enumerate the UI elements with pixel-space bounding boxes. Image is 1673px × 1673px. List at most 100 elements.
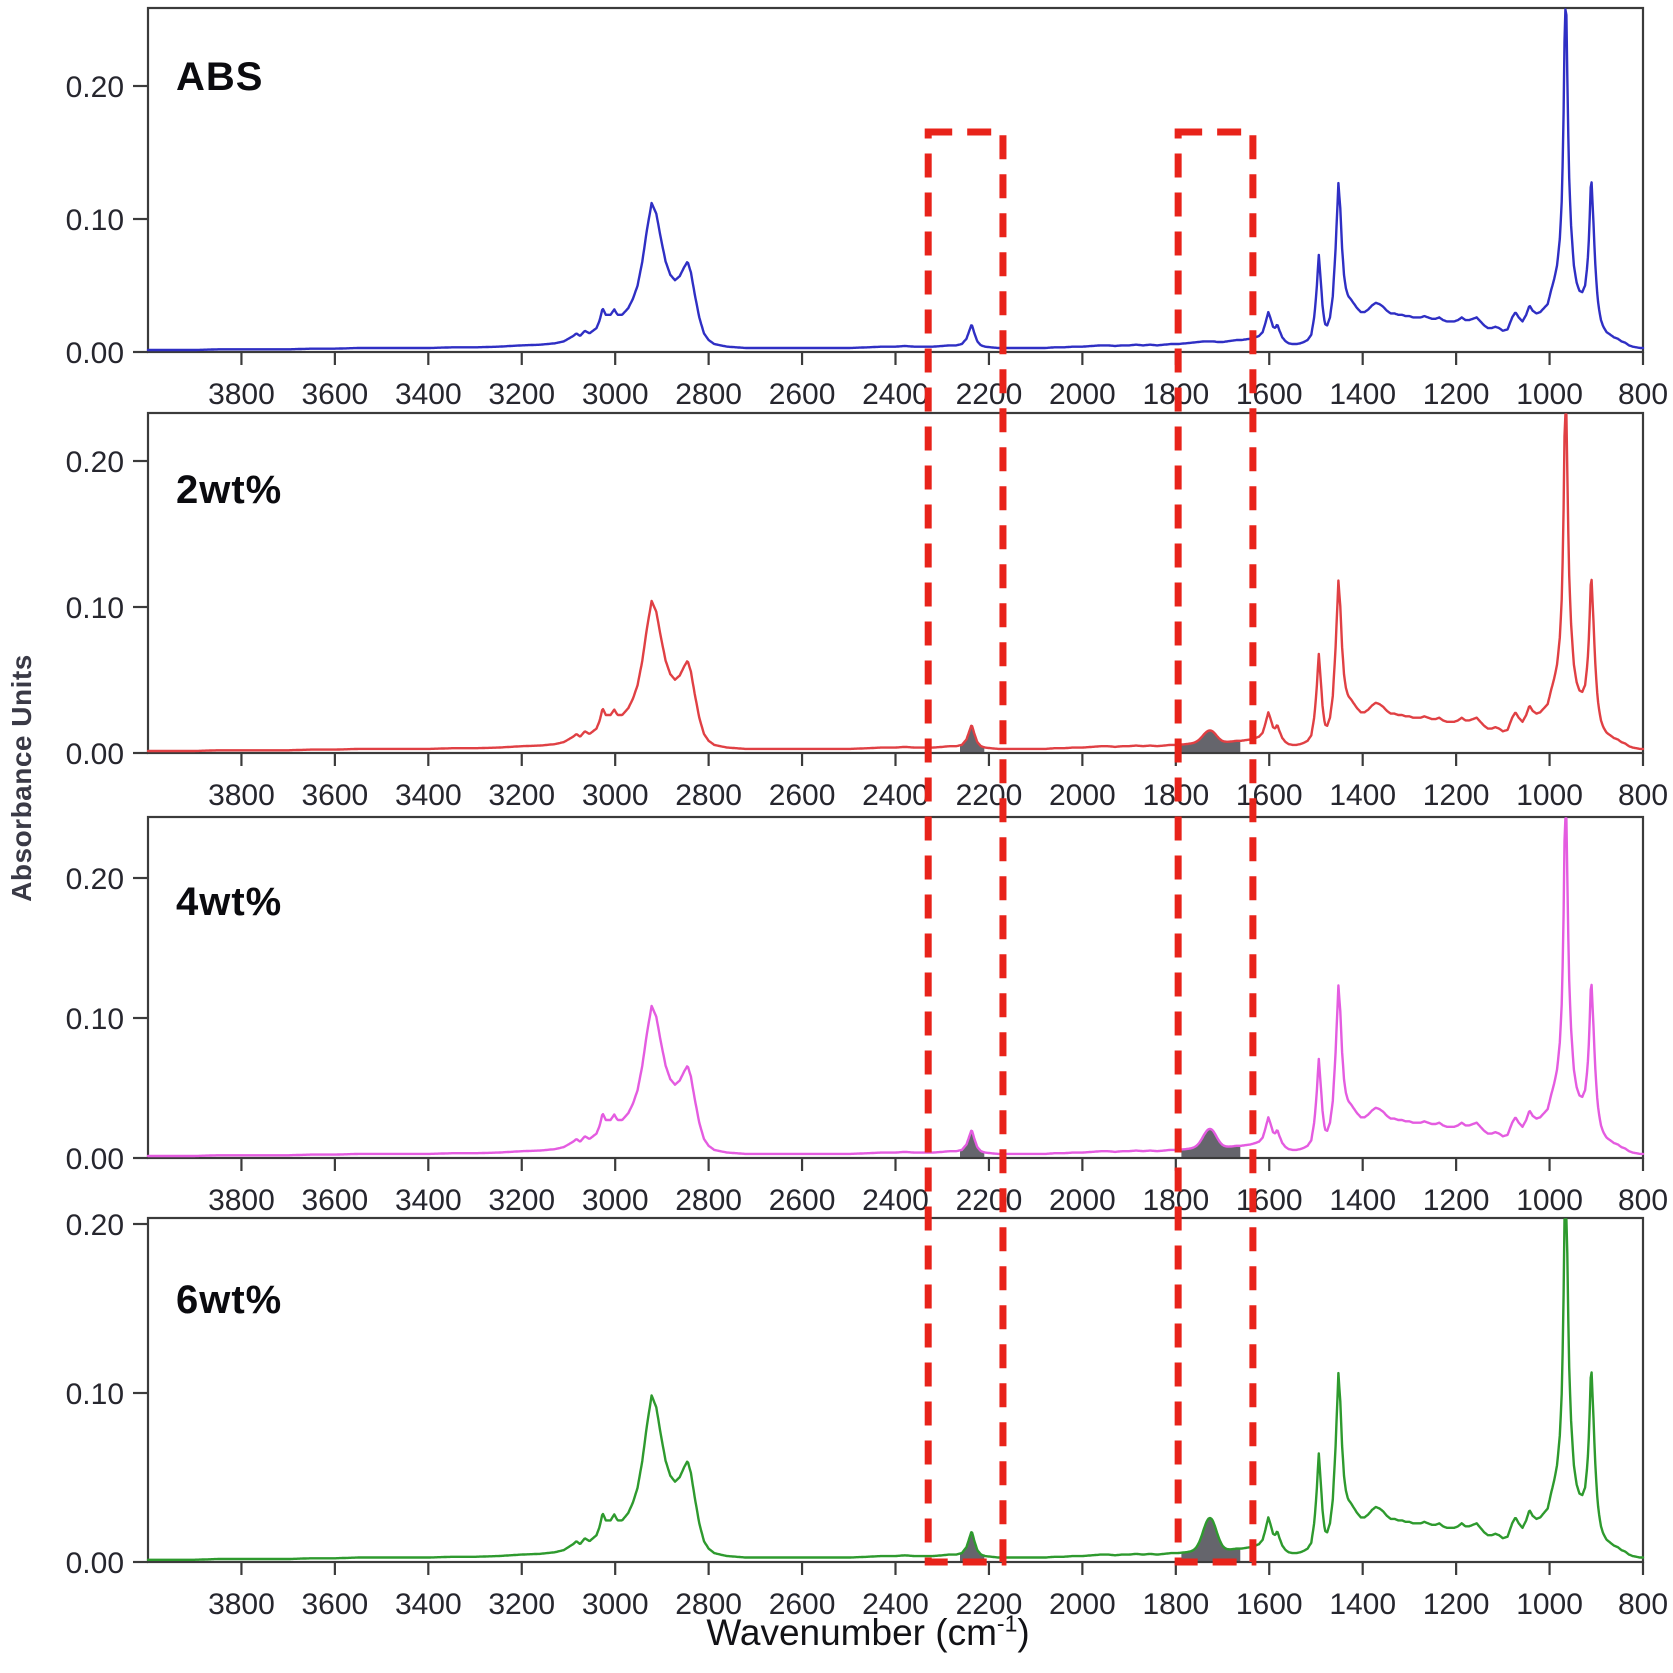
- x-tick-label: 2800: [675, 1588, 742, 1621]
- x-axis-title-suffix: ): [1017, 1612, 1030, 1653]
- shaded-peak-area: [960, 1530, 985, 1561]
- panel-frame: [146, 815, 1645, 1160]
- shaded-peak-area: [1181, 1128, 1241, 1157]
- x-tick-label: 2000: [1049, 779, 1116, 812]
- x-tick-label: 1400: [1329, 779, 1396, 812]
- x-tick-label: 3400: [395, 378, 462, 411]
- x-tick-label: 3600: [302, 1588, 369, 1621]
- y-tick-label: 0.00: [66, 738, 124, 771]
- y-tick-label: 0.10: [66, 1378, 124, 1411]
- x-tick-label: 1200: [1423, 378, 1490, 411]
- x-tick-label: 1600: [1236, 1588, 1303, 1621]
- x-tick-label: 3000: [582, 779, 649, 812]
- x-tick-label: 1600: [1236, 378, 1303, 411]
- y-tick-label: 0.10: [66, 204, 124, 237]
- x-tick-label: 3200: [488, 1588, 555, 1621]
- x-axis-title: Wavenumber (cm-1): [518, 1612, 1218, 1654]
- x-tick-label: 3800: [208, 1184, 275, 1217]
- x-tick-label: 1000: [1516, 378, 1583, 411]
- x-tick-label: 1000: [1516, 779, 1583, 812]
- shaded-peak-area: [1181, 1518, 1241, 1561]
- x-tick-label: 1200: [1423, 1184, 1490, 1217]
- highlight-box-nitrile: [924, 128, 1007, 1566]
- x-tick-label: 3000: [582, 378, 649, 411]
- y-tick-label: 0.00: [66, 337, 124, 370]
- x-tick-label: 2400: [862, 1184, 929, 1217]
- x-tick-label: 3800: [208, 779, 275, 812]
- x-tick-label: 3000: [582, 1588, 649, 1621]
- panel-label-2wt: 2wt%: [176, 468, 283, 512]
- shaded-peak-area: [960, 724, 985, 752]
- x-tick-label: 3200: [488, 378, 555, 411]
- y-tick-label: 0.10: [66, 1003, 124, 1036]
- x-tick-label: 800: [1618, 779, 1668, 812]
- y-tick-label: 0.20: [66, 446, 124, 479]
- x-tick-label: 3400: [395, 1588, 462, 1621]
- x-tick-label: 1200: [1423, 1588, 1490, 1621]
- spectrum-curve-abs: [146, 8, 1645, 352]
- x-tick-label: 1600: [1236, 1184, 1303, 1217]
- x-tick-label: 2000: [1049, 378, 1116, 411]
- shaded-peak-area: [1181, 730, 1241, 752]
- x-tick-label: 1400: [1329, 1184, 1396, 1217]
- x-tick-label: 2800: [675, 1184, 742, 1217]
- x-tick-label: 3400: [395, 779, 462, 812]
- x-tick-label: 2200: [956, 779, 1023, 812]
- spectrum-curve-2wt: [146, 413, 1645, 753]
- x-tick-label: 1000: [1516, 1588, 1583, 1621]
- x-tick-label: 1200: [1423, 779, 1490, 812]
- x-axis-title-superscript: -1: [996, 1610, 1018, 1637]
- y-tick-label: 0.00: [66, 1143, 124, 1176]
- y-tick-label: 0.10: [66, 592, 124, 625]
- x-tick-label: 1800: [1142, 1588, 1209, 1621]
- y-tick-label: 0.00: [66, 1547, 124, 1580]
- panel-label-6wt: 6wt%: [176, 1278, 283, 1322]
- x-tick-label: 2600: [769, 378, 836, 411]
- y-tick-label: 0.20: [66, 863, 124, 896]
- x-tick-label: 3400: [395, 1184, 462, 1217]
- x-tick-label: 2400: [862, 378, 929, 411]
- panel-label-4wt: 4wt%: [176, 880, 283, 924]
- x-tick-label: 3600: [302, 779, 369, 812]
- x-tick-label: 2600: [769, 779, 836, 812]
- x-tick-label: 2600: [769, 1184, 836, 1217]
- x-tick-label: 2400: [862, 1588, 929, 1621]
- x-tick-label: 1000: [1516, 1184, 1583, 1217]
- x-tick-label: 1600: [1236, 779, 1303, 812]
- panel-frame: [146, 1216, 1645, 1564]
- x-tick-label: 2200: [956, 378, 1023, 411]
- x-tick-label: 800: [1618, 378, 1668, 411]
- x-tick-label: 3800: [208, 1588, 275, 1621]
- x-tick-label: 3800: [208, 378, 275, 411]
- x-tick-label: 2800: [675, 779, 742, 812]
- spectrum-curve-4wt: [146, 817, 1645, 1158]
- x-tick-label: 2400: [862, 779, 929, 812]
- x-tick-label: 800: [1618, 1588, 1668, 1621]
- panel-label-abs: ABS: [176, 55, 264, 99]
- x-tick-label: 3600: [302, 1184, 369, 1217]
- x-tick-label: 1400: [1329, 378, 1396, 411]
- x-tick-label: 2000: [1049, 1588, 1116, 1621]
- x-tick-label: 3200: [488, 779, 555, 812]
- x-tick-label: 3200: [488, 1184, 555, 1217]
- panel-frame: [146, 6, 1645, 354]
- y-tick-label: 0.20: [66, 1209, 124, 1242]
- y-axis-title: Absorbance Units: [6, 654, 37, 902]
- x-tick-label: 3000: [582, 1184, 649, 1217]
- x-tick-label: 3600: [302, 378, 369, 411]
- panel-frame: [146, 411, 1645, 755]
- highlight-box-carbonyl: [1174, 128, 1257, 1566]
- x-tick-label: 1400: [1329, 1588, 1396, 1621]
- y-tick-label: 0.20: [66, 71, 124, 104]
- shaded-peak-area: [960, 1129, 985, 1157]
- x-tick-label: 800: [1618, 1184, 1668, 1217]
- x-tick-label: 2200: [956, 1588, 1023, 1621]
- spectrum-curve-6wt: [146, 1218, 1645, 1561]
- x-tick-label: 2200: [956, 1184, 1023, 1217]
- x-tick-label: 2600: [769, 1588, 836, 1621]
- x-tick-label: 2800: [675, 378, 742, 411]
- x-tick-label: 2000: [1049, 1184, 1116, 1217]
- x-axis-title-text: Wavenumber (cm: [706, 1612, 997, 1653]
